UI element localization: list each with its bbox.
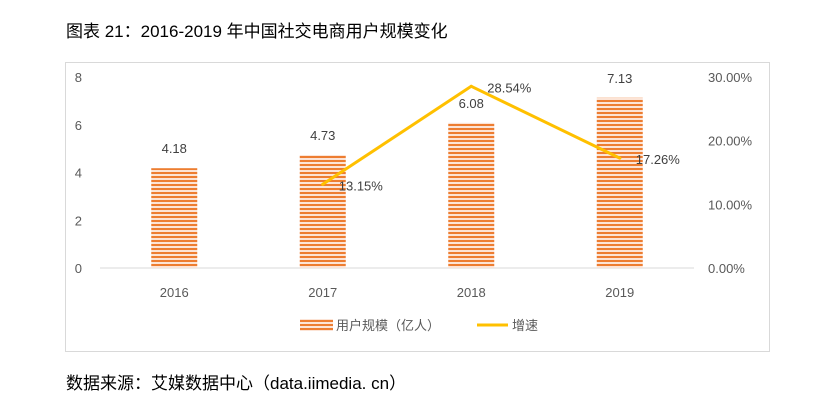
line-label-2019: 17.26%	[636, 152, 681, 167]
bar-label-2016: 4.18	[162, 141, 187, 156]
y-right-tick-label: 30.00%	[708, 70, 753, 85]
x-tick-label: 2018	[457, 285, 486, 300]
y-right-tick-label: 10.00%	[708, 197, 753, 212]
bar-2018	[448, 122, 495, 268]
x-tick-label: 2016	[160, 285, 189, 300]
data-labels: 4.18 4.73 6.08 7.13 13.15% 28.54% 17.26%	[162, 71, 681, 194]
axes: 0 2 4 6 8 0.00% 10.00% 20.00% 30.00% 2016 2017 2018…	[75, 70, 753, 300]
line-label-2018: 28.54%	[487, 80, 532, 95]
y-left-tick-label: 6	[75, 118, 82, 133]
x-tick-label: 2019	[605, 285, 634, 300]
bar-label-2019: 7.13	[607, 71, 632, 86]
y-right-tick-label: 0.00%	[708, 261, 745, 276]
legend-swatch-bar	[300, 319, 333, 331]
bar-series	[151, 97, 643, 269]
x-tick-label: 2017	[308, 285, 337, 300]
y-left-tick-label: 2	[75, 213, 82, 228]
y-left-tick-label: 0	[75, 261, 82, 276]
bar-2019	[596, 97, 643, 269]
line-series	[321, 84, 622, 186]
bar-label-2018: 6.08	[459, 96, 484, 111]
line-point-2017	[321, 182, 325, 186]
legend-label-line: 增速	[512, 318, 538, 333]
legend-label-bar: 用户规模（亿人）	[336, 318, 440, 333]
y-left-tick-label: 8	[75, 70, 82, 85]
bar-label-2017: 4.73	[310, 128, 335, 143]
chart-frame	[65, 62, 770, 352]
figure-source: 数据来源：艾媒数据中心（data.iimedia. cn）	[66, 374, 407, 393]
line-label-2017: 13.15%	[339, 178, 384, 193]
figure-title: 图表 21：2016-2019 年中国社交电商用户规模变化	[66, 22, 448, 41]
line-point-2018	[469, 84, 473, 88]
y-right-tick-label: 20.00%	[708, 134, 753, 149]
line-point-2019	[618, 156, 622, 160]
y-left-tick-label: 4	[75, 166, 82, 181]
bar-2016	[151, 168, 198, 268]
legend: 用户规模（亿人） 增速	[300, 318, 538, 333]
